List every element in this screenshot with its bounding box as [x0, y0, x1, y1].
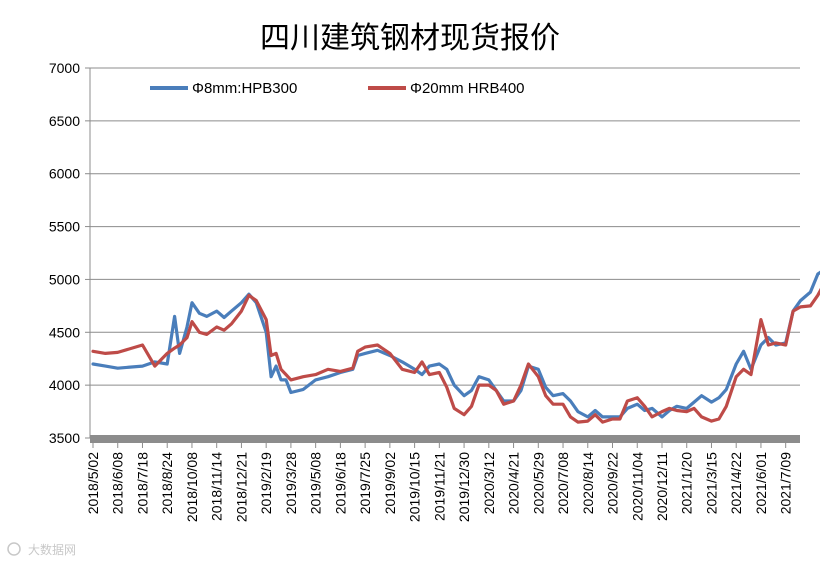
x-tick-label: 2021/6/01 — [753, 452, 769, 514]
x-tick-label: 2020/4/21 — [506, 452, 522, 514]
y-tick-label: 5500 — [49, 219, 80, 235]
x-tick-label: 2020/7/08 — [555, 452, 571, 514]
watermark: 大数据网 — [7, 542, 76, 557]
x-tick-label: 2021/4/22 — [728, 452, 744, 514]
y-tick-label: 6500 — [49, 113, 80, 129]
x-tick-label: 2019/5/08 — [308, 452, 324, 514]
x-tick-label: 2020/9/22 — [605, 452, 621, 514]
legend: Φ8mm:HPB300 Φ20mm HRB400 — [150, 80, 525, 97]
x-tick-label: 2021/1/20 — [679, 452, 695, 514]
x-tick-label: 2020/11/04 — [629, 452, 645, 521]
x-tick-label: 2019/6/18 — [332, 452, 348, 514]
y-tick-label: 4500 — [49, 324, 80, 340]
legend-label-1: Φ20mm HRB400 — [410, 80, 525, 97]
x-tick-label: 2021/3/15 — [703, 452, 719, 514]
series-group — [91, 270, 820, 424]
x-tick-label: 2020/12/11 — [654, 452, 670, 521]
x-tick-label: 2018/5/02 — [85, 452, 101, 514]
legend-label-0: Φ8mm:HPB300 — [192, 80, 297, 97]
series-line-0 — [91, 270, 820, 419]
x-tick-label: 2018/10/08 — [184, 452, 200, 522]
x-tick-label: 2020/5/29 — [530, 452, 546, 514]
y-tick-label: 3500 — [49, 430, 80, 446]
y-tick-label: 6000 — [49, 166, 80, 182]
chart-title: 四川建筑钢材现货报价 — [260, 21, 560, 56]
x-axis: 2018/5/02 2018/6/08 2018/7/18 2018/8/24 2018… — [85, 435, 800, 522]
x-axis-floor — [90, 435, 800, 443]
y-tick-label: 7000 — [49, 60, 80, 76]
x-tick-label: 2018/7/18 — [134, 452, 150, 514]
x-tick-label: 2020/3/12 — [481, 452, 497, 514]
x-tick-label: 2020/8/14 — [580, 452, 596, 514]
y-tick-label: 4000 — [49, 377, 80, 393]
x-tick-label: 2021/7/09 — [778, 452, 794, 514]
x-tick-label: 2018/6/08 — [110, 452, 126, 514]
x-tick-label: 2019/12/30 — [456, 452, 472, 522]
x-tick-label: 2018/8/24 — [159, 452, 175, 514]
x-tick-label: 2018/11/14 — [209, 452, 225, 521]
x-tick-label: 2019/9/02 — [382, 452, 398, 514]
x-tick-label: 2019/11/21 — [431, 452, 447, 521]
watermark-text: 大数据网 — [28, 542, 76, 557]
x-tick-label: 2019/3/28 — [283, 452, 299, 514]
grid — [90, 67, 800, 386]
x-tick-label: 2019/10/15 — [407, 452, 423, 522]
series-line-1 — [91, 287, 820, 424]
x-tick-label: 2019/2/19 — [258, 452, 274, 514]
y-tick-label: 5000 — [49, 271, 80, 287]
y-axis: 7000 6500 6000 5500 5000 4500 4000 3500 — [49, 60, 91, 446]
x-tick-label: 2019/7/25 — [357, 452, 373, 514]
watermark-logo-icon — [7, 542, 21, 556]
x-tick-label: 2018/12/21 — [233, 452, 249, 522]
